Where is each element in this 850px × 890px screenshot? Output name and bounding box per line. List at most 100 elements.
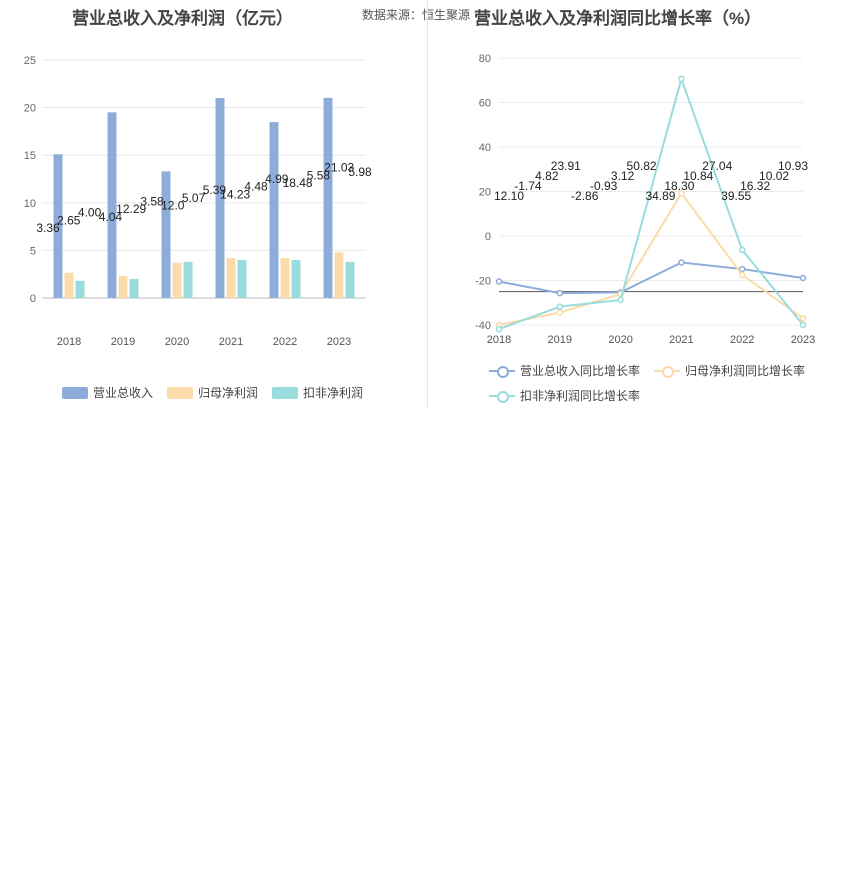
data-source: 数据来源：恒生聚源	[362, 8, 471, 22]
legend-swatch	[62, 386, 88, 399]
data-label: 4.82	[535, 169, 559, 183]
legend-item[interactable]: 扣非净利润	[272, 384, 363, 401]
data-label: -0.93	[590, 179, 618, 193]
data-label: 3.12	[611, 169, 635, 183]
bar	[323, 97, 333, 298]
x-tick-label: 2021	[219, 336, 243, 348]
y-tick-label: -20	[475, 276, 491, 288]
data-label: 16.32	[740, 179, 770, 193]
right-line-chart: -40 -20 0 20 40 60 80 2018 2019 2020 2021 2022 2023 1…	[475, 53, 815, 346]
series-line	[498, 261, 804, 295]
data-label: 12.0	[161, 199, 185, 213]
x-tick-label: 2020	[608, 334, 632, 346]
data-point	[799, 274, 807, 282]
data-label: 10.93	[778, 159, 808, 173]
bar	[53, 154, 63, 298]
data-label: 50.82	[627, 159, 657, 173]
bar	[75, 280, 85, 298]
y-tick-label: 80	[479, 53, 491, 65]
bar	[118, 276, 128, 298]
x-tick-label: 2022	[730, 334, 754, 346]
data-point	[556, 289, 564, 297]
data-point	[738, 265, 746, 273]
bar	[172, 262, 182, 298]
y-tick-label: 20	[24, 103, 36, 115]
legend-item[interactable]: 归母净利润同比增长率	[654, 362, 805, 379]
data-label: 27.04	[702, 159, 732, 173]
bar	[280, 258, 290, 298]
bar	[226, 258, 236, 298]
legend-item[interactable]: 营业总收入	[62, 384, 153, 401]
legend-line-marker-icon	[489, 365, 515, 378]
bar	[215, 98, 225, 298]
y-tick-label: 5	[30, 245, 36, 257]
data-label: 4.00	[78, 206, 102, 220]
legend-line-marker-icon	[654, 365, 681, 378]
legend-swatch	[272, 386, 299, 399]
left-bar-chart: 0 5 10 15 20 25 2018 2019 2020 2021 2022 2023 3.362.…	[24, 55, 372, 348]
left-legend: 营业总收入 归母净利润 扣非净利润	[62, 384, 363, 401]
legend-label: 扣非净利润	[303, 386, 364, 400]
data-point	[799, 321, 807, 329]
data-label: 5.98	[348, 165, 372, 179]
legend-label: 归母净利润	[198, 386, 259, 400]
legend-label: 营业总收入	[93, 386, 154, 400]
legend-label: 归母净利润同比增长率	[685, 364, 806, 378]
data-label: 12.29	[116, 202, 146, 216]
legend-swatch	[167, 386, 194, 399]
bar	[345, 261, 355, 298]
bar	[64, 272, 74, 298]
x-tick-label: 2023	[791, 334, 815, 346]
chart-divider	[427, 0, 428, 408]
bar	[269, 122, 279, 298]
data-label: 5.07	[182, 191, 206, 205]
bar	[183, 261, 193, 298]
y-tick-label: 40	[479, 142, 491, 154]
y-tick-label: 10	[24, 198, 36, 210]
y-tick-label: 25	[24, 55, 36, 67]
data-point	[495, 325, 503, 333]
data-point	[556, 309, 564, 316]
data-label: 4.04	[99, 210, 123, 224]
data-point	[678, 259, 685, 266]
y-tick-label: 15	[24, 150, 36, 162]
bar	[291, 259, 301, 298]
x-tick-label: 2019	[548, 334, 572, 346]
data-point	[799, 315, 807, 322]
bar	[334, 252, 344, 298]
y-tick-label: -40	[475, 320, 491, 332]
y-tick-label: 60	[479, 98, 491, 110]
x-tick-label: 2020	[165, 336, 189, 348]
data-label: -2.86	[571, 189, 599, 203]
data-label: 34.89	[645, 189, 675, 203]
data-label: 3.58	[140, 194, 164, 208]
legend-label: 营业总收入同比增长率	[520, 364, 641, 378]
data-label: 39.55	[721, 189, 751, 203]
data-label: 4.99	[265, 172, 289, 186]
x-tick-label: 2018	[487, 334, 511, 346]
bar	[237, 259, 247, 298]
data-label: 5.58	[307, 168, 331, 182]
legend-label: 扣非净利润同比增长率	[520, 389, 641, 403]
data-point	[738, 271, 746, 279]
data-label: 14.23	[220, 187, 250, 201]
legend-item[interactable]: 营业总收入同比增长率	[489, 362, 640, 379]
legend-item[interactable]: 扣非净利润同比增长率	[489, 387, 640, 404]
bar	[107, 112, 117, 298]
legend-item[interactable]: 归母净利润	[167, 384, 258, 401]
data-label: 18.30	[664, 179, 694, 193]
data-point	[556, 303, 564, 310]
x-tick-label: 2018	[57, 336, 81, 348]
x-tick-label: 2023	[327, 336, 351, 348]
right-chart-title: 营业总收入及净利润同比增长率（%）	[474, 9, 762, 28]
data-point	[617, 296, 624, 304]
data-label: 12.10	[494, 189, 524, 203]
data-label: 2.65	[57, 213, 81, 227]
x-tick-label: 2021	[669, 334, 693, 346]
x-tick-label: 2022	[273, 336, 297, 348]
data-point	[738, 246, 746, 254]
y-tick-label: 20	[479, 187, 491, 199]
data-label: 10.02	[759, 169, 789, 183]
x-tick-label: 2019	[111, 336, 135, 348]
right-legend: 营业总收入同比增长率 归母净利润同比增长率扣非净利润同比增长率	[489, 362, 809, 404]
